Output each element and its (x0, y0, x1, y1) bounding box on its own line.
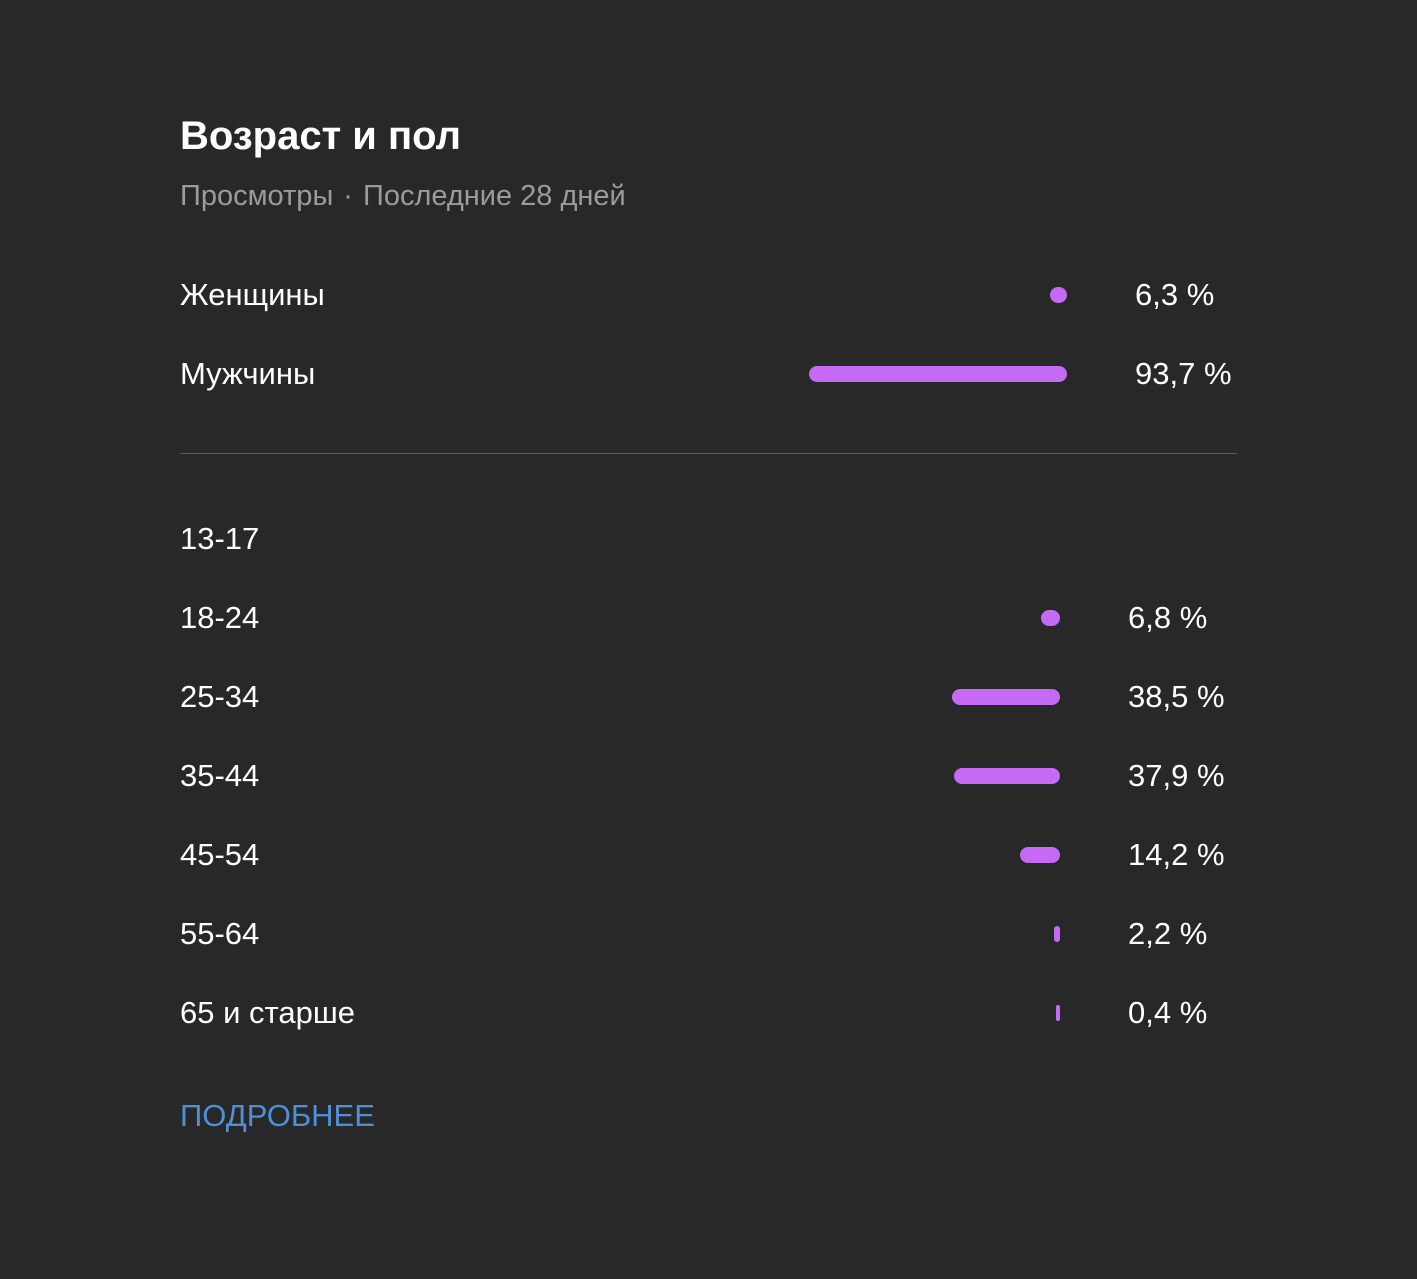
card-subtitle: Просмотры · Последние 28 дней (180, 178, 626, 214)
age-bar (1020, 847, 1060, 863)
section-divider (180, 453, 1237, 454)
age-label: 35-44 (180, 758, 260, 793)
gender-label: Мужчины (180, 356, 316, 391)
age-value: 14,2 % (1128, 837, 1225, 872)
age-bar (1053, 926, 1060, 942)
gender-row: Мужчины 93,7 % (180, 350, 1237, 398)
age-row: 65 и старше 0,4 % (180, 989, 1237, 1037)
gender-bar (1049, 287, 1067, 303)
gender-bar (809, 366, 1067, 382)
metric-label: Просмотры (180, 180, 334, 212)
age-label: 45-54 (180, 837, 260, 872)
period-label: Последние 28 дней (362, 180, 626, 212)
age-value: 37,9 % (1128, 758, 1225, 793)
age-label: 18-24 (180, 600, 260, 635)
age-row: 35-44 37,9 % (180, 752, 1237, 800)
subtitle-separator: · (343, 180, 353, 212)
age-value: 6,8 % (1128, 600, 1208, 635)
age-row: 25-34 38,5 % (180, 673, 1237, 721)
age-bar (952, 689, 1060, 705)
gender-label: Женщины (180, 277, 325, 312)
card-title: Возраст и пол (180, 114, 462, 158)
age-row: 18-24 6,8 % (180, 594, 1237, 642)
age-label: 65 и старше (180, 995, 355, 1030)
age-value: 2,2 % (1128, 916, 1208, 951)
see-more-link[interactable]: ПОДРОБНЕЕ (180, 1098, 375, 1133)
age-row: 45-54 14,2 % (180, 831, 1237, 879)
age-value: 0,4 % (1128, 995, 1208, 1030)
age-bar (1040, 610, 1060, 626)
gender-value: 6,3 % (1135, 277, 1215, 312)
gender-value: 93,7 % (1135, 356, 1232, 391)
age-label: 55-64 (180, 916, 260, 951)
gender-row: Женщины 6,3 % (180, 271, 1237, 319)
age-row: 13-17 (180, 515, 1237, 563)
age-gender-card: Возраст и пол Просмотры · Последние 28 дне… (180, 0, 1237, 1279)
age-row: 55-64 2,2 % (180, 910, 1237, 958)
age-bar (953, 768, 1060, 784)
age-value: 38,5 % (1128, 679, 1225, 714)
age-bar (1056, 1005, 1060, 1021)
age-label: 25-34 (180, 679, 260, 714)
age-label: 13-17 (180, 521, 260, 556)
